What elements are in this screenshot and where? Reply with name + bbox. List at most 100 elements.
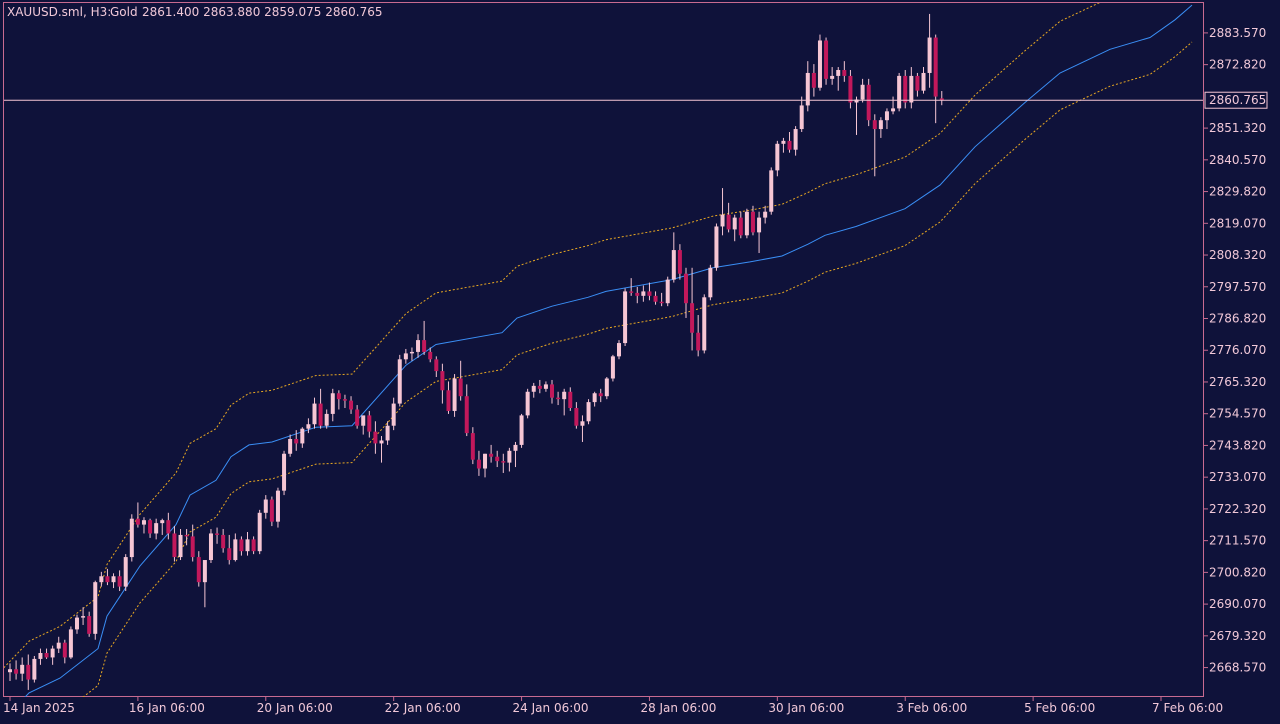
candle <box>8 663 12 682</box>
candle-body <box>428 351 433 360</box>
candle <box>824 37 829 85</box>
candle-body <box>866 84 871 121</box>
candle <box>903 70 908 109</box>
candle <box>574 402 579 429</box>
candle-body <box>245 539 250 552</box>
candle-body <box>750 211 755 233</box>
candle <box>166 512 171 540</box>
x-tick-label: 30 Jan 06:00 <box>768 701 844 715</box>
candle <box>306 418 311 434</box>
candle-body <box>117 576 122 587</box>
candle <box>349 396 354 414</box>
candle-body <box>233 539 238 561</box>
candle-body <box>586 402 591 422</box>
candle <box>172 526 177 562</box>
candle <box>312 397 317 429</box>
candle-body <box>830 75 835 79</box>
y-tick-label: 2690.070 <box>1209 597 1266 611</box>
candle-body <box>550 384 555 398</box>
candle-body <box>824 40 829 79</box>
candle <box>817 34 822 91</box>
candle <box>38 648 43 665</box>
candle-body <box>227 548 232 561</box>
x-tick-label: 24 Jan 06:00 <box>513 701 589 715</box>
candle <box>233 533 238 562</box>
candle <box>683 267 688 318</box>
y-tick-label: 2743.820 <box>1209 438 1266 452</box>
candle <box>921 67 926 94</box>
candle-body <box>409 351 414 354</box>
candle-body <box>483 453 488 469</box>
candle-body <box>629 291 634 293</box>
candle <box>793 126 798 156</box>
candle-body <box>391 403 396 426</box>
candle <box>129 514 134 562</box>
candle-body <box>300 428 305 444</box>
candle-body <box>592 393 597 403</box>
candle-body <box>738 217 743 236</box>
candle-body <box>714 226 719 268</box>
candle-body <box>135 518 140 525</box>
x-tick-label: 3 Feb 06:00 <box>896 701 967 715</box>
candle <box>373 421 378 454</box>
candle-body <box>556 397 561 400</box>
candle <box>68 626 73 659</box>
candle-body <box>635 292 640 296</box>
candle <box>848 70 853 109</box>
candle <box>391 397 396 431</box>
candle <box>927 13 932 88</box>
candle-body <box>422 340 427 352</box>
candle-body <box>702 297 707 351</box>
candle <box>379 436 384 463</box>
candle <box>324 409 329 429</box>
candle <box>458 360 463 401</box>
candle-body <box>884 111 889 121</box>
candle-body <box>318 403 323 426</box>
candle <box>403 348 408 364</box>
candle <box>629 278 634 296</box>
candle-body <box>659 301 664 304</box>
candle-body <box>507 450 512 463</box>
candle-body <box>166 520 171 534</box>
candle-body <box>501 461 506 463</box>
ohlc-values: 2861.400 2863.880 2859.075 2860.765 <box>142 5 382 19</box>
candle <box>781 137 786 153</box>
candle-body <box>14 669 19 674</box>
candle <box>20 657 25 682</box>
candle-body <box>836 70 841 76</box>
candle <box>702 294 707 354</box>
candle-body <box>562 391 567 400</box>
candle <box>184 529 189 546</box>
y-tick-label: 2722.320 <box>1209 502 1266 516</box>
candle-body <box>525 391 530 416</box>
candle <box>154 518 159 540</box>
candle <box>604 377 609 400</box>
candle <box>854 96 859 135</box>
chart-header: XAUUSD.sml, H3: Gold 2861.400 2863.880 2… <box>7 5 382 19</box>
candle-body <box>787 140 792 150</box>
candle-body <box>367 415 372 432</box>
candle-body <box>690 303 695 333</box>
candle-body <box>20 664 25 674</box>
candle-body <box>312 403 317 425</box>
candle <box>428 347 433 363</box>
candle <box>434 356 439 378</box>
candle <box>586 399 591 425</box>
candle-body <box>897 75 902 109</box>
candle <box>805 61 810 112</box>
candle <box>135 502 140 528</box>
candle <box>367 410 372 438</box>
candle-body <box>683 273 688 304</box>
candle <box>251 536 256 555</box>
candle-body <box>32 658 37 680</box>
candle-body <box>817 40 822 88</box>
candle <box>105 568 110 586</box>
plot-border <box>3 2 1204 697</box>
candle <box>227 534 232 565</box>
candle-body <box>531 385 536 392</box>
candle <box>909 67 914 109</box>
candle <box>677 244 682 280</box>
candle-body <box>56 642 61 649</box>
